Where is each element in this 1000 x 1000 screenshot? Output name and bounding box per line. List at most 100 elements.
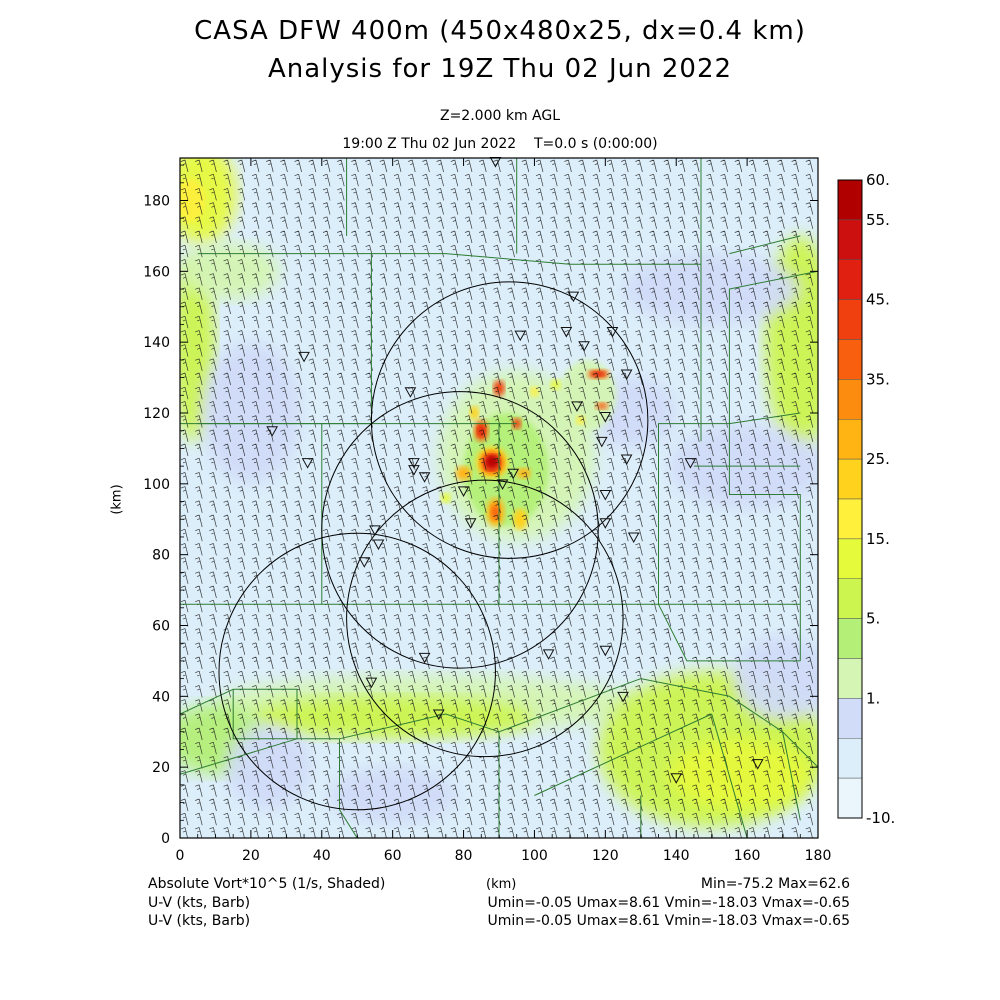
range-ring — [321, 391, 599, 669]
x-tick-label: 80 — [455, 848, 473, 864]
radar-site-marker — [567, 291, 580, 303]
colorbar-label: 5. — [866, 610, 880, 628]
radar-site-marker — [571, 401, 583, 412]
radar-site-marker — [595, 436, 608, 448]
county-border — [499, 423, 730, 605]
vorticity-core — [513, 508, 528, 530]
field-patch — [328, 767, 457, 824]
radar-site-marker — [298, 351, 310, 363]
radar-site-marker — [627, 532, 640, 543]
vorticity-core — [487, 456, 497, 466]
colorbar-label: -10. — [866, 809, 895, 827]
radar-sites — [266, 157, 764, 784]
axes: 0 20 40 60 80 100 120 140 160 180 0 20 40 60 80 100 120 1… — [143, 158, 831, 864]
vorticity-core — [591, 371, 606, 377]
radar-site-marker — [684, 458, 697, 469]
radar-site-marker — [599, 645, 612, 657]
radar-site-marker — [358, 557, 371, 568]
radar-site-marker — [751, 759, 764, 770]
radar-site-marker — [418, 652, 431, 664]
radar-site-marker — [457, 486, 470, 497]
vorticity-field — [180, 158, 818, 838]
county-border — [339, 738, 358, 838]
colorbar-segment — [837, 379, 863, 420]
y-tick-label: 40 — [152, 689, 170, 705]
x-axis-unit: (km) — [486, 877, 517, 892]
county-border — [729, 412, 801, 425]
field-label: Absolute Vort*10^5 (1/s, Shaded) — [148, 876, 386, 892]
colorbar-label: 55. — [866, 211, 890, 229]
county-border — [534, 713, 712, 796]
x-tick-label: 0 — [176, 848, 185, 864]
barb-label-2: U-V (kts, Barb) — [148, 913, 251, 929]
colorbar-segment — [837, 299, 863, 340]
county-border — [180, 423, 323, 605]
colorbar-label: 15. — [866, 530, 890, 548]
x-tick-label: 60 — [384, 848, 402, 864]
colorbar-segment — [837, 339, 863, 380]
vorticity-core — [469, 405, 479, 421]
radar-site-marker — [606, 327, 619, 338]
field-patch — [732, 636, 818, 722]
radar-site-marker — [620, 369, 633, 381]
radar-site-marker — [507, 468, 520, 480]
x-tick-label: 20 — [242, 848, 260, 864]
radar-site-marker — [369, 525, 381, 536]
colorbar: 60. 55. 45. 35. 25. 15. 5. 1. -10. — [837, 171, 895, 827]
colorbar-segment — [837, 538, 863, 579]
field-patch — [250, 696, 535, 739]
county-border — [729, 235, 801, 255]
colorbar-label: 35. — [866, 370, 890, 388]
range-ring — [346, 479, 624, 758]
y-tick-label: 0 — [161, 831, 170, 847]
radar-site-marker — [464, 518, 477, 529]
x-tick-label: 120 — [592, 848, 619, 864]
field-patch — [226, 724, 312, 810]
y-tick-label: 80 — [152, 548, 170, 564]
vorticity-core — [493, 380, 505, 397]
colorbar-segment — [837, 458, 863, 500]
radar-site-marker — [560, 327, 573, 338]
range-ring — [370, 281, 649, 559]
county-borders — [180, 158, 818, 838]
x-tick-label: 160 — [734, 848, 761, 864]
radar-site-marker — [418, 472, 431, 483]
radar-site-marker — [514, 330, 527, 342]
y-tick-label: 100 — [143, 477, 170, 493]
chart-title-line2: Analysis for 19Z Thu 02 Jun 2022 — [267, 54, 733, 84]
colorbar-segment — [837, 698, 863, 739]
colorbar-segment — [837, 219, 863, 260]
radar-site-marker — [496, 479, 509, 490]
radar-site-marker — [620, 454, 633, 466]
x-tick-label: 180 — [805, 848, 832, 864]
county-border — [782, 731, 801, 821]
radar-site-marker — [599, 518, 612, 529]
field-patch — [180, 158, 237, 243]
time-label: 19:00 Z Thu 02 Jun 2022 T=0.0 s (0:00:00… — [342, 136, 658, 152]
colorbar-frame — [837, 179, 863, 819]
radar-site-marker — [365, 677, 378, 689]
county-border — [180, 688, 234, 715]
radar-range-rings — [218, 281, 649, 811]
x-tick-label: 140 — [663, 848, 690, 864]
range-ring — [218, 532, 496, 811]
radar-site-marker — [578, 341, 590, 352]
y-tick-label: 160 — [143, 264, 170, 280]
x-tick-label: 40 — [313, 848, 331, 864]
y-tick-label: 140 — [143, 335, 170, 351]
colorbar-segment — [837, 259, 863, 300]
radar-site-marker — [670, 773, 683, 784]
vorticity-core — [530, 386, 539, 398]
radar-site-marker — [404, 387, 417, 398]
field-patch — [180, 243, 280, 300]
barb-stats-2: Umin=-0.05 Umax=8.61 Vmin=-18.03 Vmax=-0… — [487, 913, 850, 929]
colorbar-label: 1. — [866, 689, 880, 707]
field-patch — [180, 179, 205, 222]
radar-site-marker — [266, 426, 279, 437]
colorbar-segment — [837, 618, 863, 659]
radar-site-marker — [432, 709, 445, 721]
radar-site-marker — [408, 458, 420, 469]
county-border — [658, 604, 801, 662]
barb-stats-1: Umin=-0.05 Umax=8.61 Vmin=-18.03 Vmax=-0… — [487, 895, 850, 911]
colorbar-segment — [837, 179, 863, 221]
